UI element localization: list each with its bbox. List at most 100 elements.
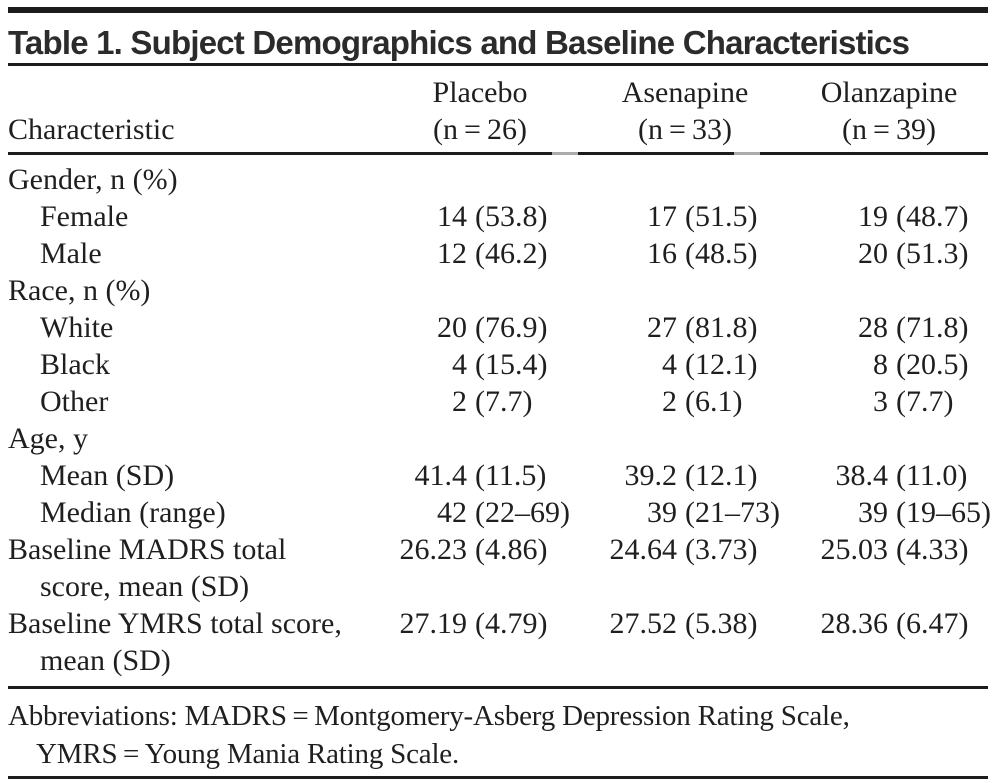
value-parenthetical: (19–65) bbox=[896, 496, 991, 529]
table-row: Black 4 (15.4) 4 (12.1) 8 (20.5) bbox=[8, 346, 988, 383]
column-header-group: Placebo (n = 26) bbox=[380, 74, 580, 148]
value-number: 14 bbox=[437, 200, 467, 233]
table-row: Age, y bbox=[8, 420, 988, 457]
table-row: Mean (SD) 41.4 (11.5) 39.2 (12.1) 38.4 (11.0) bbox=[8, 457, 988, 494]
group-n-count: (n = 33) bbox=[638, 113, 732, 146]
value-number bbox=[790, 272, 888, 309]
value-parenthetical bbox=[467, 420, 580, 457]
group-name: Placebo bbox=[432, 76, 528, 109]
value-number: 28.36 bbox=[820, 607, 889, 640]
value-number: 28 bbox=[858, 311, 888, 344]
row-label: Female bbox=[40, 200, 129, 233]
value-number: 24.64 bbox=[609, 533, 678, 566]
value-number: 19 bbox=[858, 200, 888, 233]
row-label-wrap: score, mean (SD) bbox=[40, 570, 250, 603]
value-parenthetical: (20.5) bbox=[896, 348, 969, 381]
value-parenthetical: (4.33) bbox=[896, 533, 969, 566]
value-number: 2 bbox=[662, 385, 677, 418]
row-label: Baseline MADRS total score, mean (SD) bbox=[8, 531, 380, 605]
value-number: 16 bbox=[647, 237, 677, 270]
value-parenthetical bbox=[677, 420, 790, 457]
value-parenthetical: (12.1) bbox=[685, 348, 758, 381]
table-row: Baseline YMRS total score, mean (SD) 27.19… bbox=[8, 605, 988, 679]
value-number: 27.19 bbox=[399, 607, 468, 640]
value-parenthetical: (81.8) bbox=[685, 311, 758, 344]
value-number: 2 bbox=[452, 385, 467, 418]
value-parenthetical: (5.38) bbox=[685, 607, 758, 640]
value-parenthetical bbox=[467, 161, 580, 198]
value-parenthetical: (46.2) bbox=[475, 237, 548, 270]
row-label: Age, y bbox=[8, 422, 88, 455]
value-parenthetical bbox=[467, 272, 580, 309]
column-header-characteristic: Characteristic bbox=[8, 113, 175, 146]
value-number: 41.4 bbox=[414, 459, 468, 492]
title-rule bbox=[8, 63, 988, 66]
row-label: Other bbox=[40, 385, 109, 418]
value-parenthetical: (71.8) bbox=[896, 311, 969, 344]
header-rule-notch bbox=[734, 152, 760, 155]
value-number: 27.52 bbox=[609, 607, 678, 640]
table-body: Gender, n (%) Female 14 (53.8) 17 (51.5) 19 (48… bbox=[8, 155, 991, 686]
value-parenthetical: (51.5) bbox=[685, 200, 758, 233]
value-number: 25.03 bbox=[820, 533, 889, 566]
row-label: Mean (SD) bbox=[40, 459, 175, 492]
table-title: Table 1. Subject Demographics and Baseli… bbox=[8, 24, 910, 61]
column-header-group: Asenapine (n = 33) bbox=[580, 74, 790, 148]
value-parenthetical: (6.47) bbox=[896, 607, 969, 640]
value-number: 20 bbox=[858, 237, 888, 270]
table-row: Race, n (%) bbox=[8, 272, 988, 309]
value-number: 26.23 bbox=[399, 533, 468, 566]
value-parenthetical: (4.86) bbox=[475, 533, 548, 566]
value-parenthetical: (53.8) bbox=[475, 200, 548, 233]
table-row: White 20 (76.9) 27 (81.8) 28 (71.8) bbox=[8, 309, 988, 346]
header-rule-notch bbox=[552, 152, 578, 155]
value-number: 12 bbox=[437, 237, 467, 270]
value-parenthetical bbox=[888, 420, 988, 457]
footnote: Abbreviations: MADRS = Montgomery-Asberg… bbox=[8, 689, 988, 773]
group-n-count: (n = 39) bbox=[842, 113, 936, 146]
value-number: 39 bbox=[858, 496, 888, 529]
value-number: 4 bbox=[452, 348, 467, 381]
value-parenthetical: (11.0) bbox=[896, 459, 968, 492]
table-header-row: Characteristic Placebo (n = 26) Asenapine (… bbox=[8, 74, 988, 148]
row-label: Baseline YMRS total score, mean (SD) bbox=[8, 605, 380, 679]
value-number bbox=[790, 420, 888, 457]
value-number bbox=[790, 161, 888, 198]
table-row: Other 2 (7.7) 2 (6.1) 3 (7.7) bbox=[8, 383, 988, 420]
value-number: 3 bbox=[873, 385, 888, 418]
value-parenthetical bbox=[677, 272, 790, 309]
value-number: 42 bbox=[437, 496, 467, 529]
table-row: Female 14 (53.8) 17 (51.5) 19 (48.7) bbox=[8, 198, 988, 235]
value-parenthetical: (21–73) bbox=[685, 496, 780, 529]
table-row: Median (range) 42 (22–69) 39 (21–73) 39 (19–65… bbox=[8, 494, 991, 531]
footnote-line-2: YMRS = Young Mania Rating Scale. bbox=[36, 738, 460, 770]
value-parenthetical: (15.4) bbox=[475, 348, 548, 381]
value-parenthetical: (22–69) bbox=[475, 496, 570, 529]
value-number: 38.4 bbox=[835, 459, 889, 492]
value-number: 4 bbox=[662, 348, 677, 381]
value-number: 39 bbox=[647, 496, 677, 529]
row-label: Black bbox=[40, 348, 110, 381]
value-parenthetical: (12.1) bbox=[685, 459, 758, 492]
value-number bbox=[380, 420, 467, 457]
top-bar-rule bbox=[8, 7, 988, 13]
header-rule bbox=[8, 152, 988, 155]
value-parenthetical: (3.73) bbox=[685, 533, 758, 566]
value-number: 17 bbox=[647, 200, 677, 233]
value-number: 27 bbox=[647, 311, 677, 344]
value-number bbox=[380, 272, 467, 309]
value-number bbox=[580, 161, 677, 198]
footnote-line-1: Abbreviations: MADRS = Montgomery-Asberg… bbox=[8, 700, 850, 732]
value-parenthetical: (48.5) bbox=[685, 237, 758, 270]
footnote-rule bbox=[8, 686, 988, 689]
value-parenthetical: (7.7) bbox=[475, 385, 533, 418]
value-number: 39.2 bbox=[624, 459, 678, 492]
value-parenthetical bbox=[677, 161, 790, 198]
value-parenthetical bbox=[888, 161, 988, 198]
row-label: Male bbox=[40, 237, 102, 270]
bottom-rule bbox=[8, 776, 988, 779]
value-parenthetical bbox=[888, 272, 988, 309]
value-parenthetical: (6.1) bbox=[685, 385, 743, 418]
group-name: Olanzapine bbox=[820, 76, 958, 109]
table-row: Baseline MADRS total score, mean (SD) 26.2… bbox=[8, 531, 988, 605]
